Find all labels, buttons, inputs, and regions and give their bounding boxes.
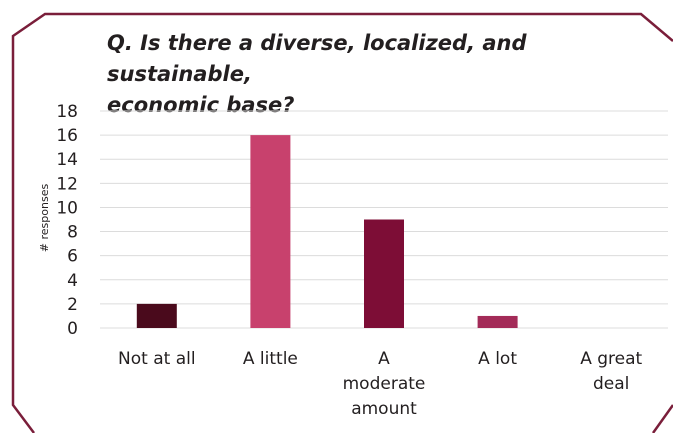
bar xyxy=(136,303,177,328)
x-category-label-line: amount xyxy=(351,399,417,419)
y-tick-label: 14 xyxy=(56,150,78,170)
y-tick-label: 12 xyxy=(56,174,78,194)
x-category-label: A great deal xyxy=(580,349,642,394)
x-category-label-line: deal xyxy=(593,374,629,394)
x-category-label-line: A lot xyxy=(478,349,517,369)
x-category-label-line: A xyxy=(378,349,390,369)
x-category-label-line: A little xyxy=(243,349,298,369)
chart-title-line-2: economic base? xyxy=(107,93,295,117)
bar xyxy=(364,219,404,328)
bars xyxy=(136,135,518,328)
bar xyxy=(477,315,518,328)
bar xyxy=(250,135,291,328)
x-category-label-line: moderate xyxy=(343,374,426,394)
y-tick-label: 10 xyxy=(56,198,78,218)
frame-border xyxy=(11,12,673,433)
chart-title: Q. Is there a diverse, localized, and su… xyxy=(107,28,627,121)
y-axis-label: # responses xyxy=(38,184,51,253)
y-axis-ticks: 0 2 4 6 8 10 12 14 16 18 xyxy=(56,102,78,339)
y-tick-label: 2 xyxy=(67,295,78,315)
y-tick-label: 6 xyxy=(67,247,78,267)
chart-title-line-1: Q. Is there a diverse, localized, and su… xyxy=(107,31,527,86)
x-category-label-line: A great xyxy=(580,349,642,369)
x-category-label: A little xyxy=(243,349,298,369)
x-category-label: Not at all xyxy=(118,349,196,369)
frame-border-right xyxy=(651,404,673,433)
y-tick-label: 8 xyxy=(67,223,78,243)
y-tick-label: 4 xyxy=(67,271,78,291)
x-category-label: A lot xyxy=(478,349,517,369)
y-tick-label: 16 xyxy=(56,126,78,146)
y-tick-label: 0 xyxy=(67,319,78,339)
y-tick-label: 18 xyxy=(56,102,78,122)
x-category-label-line: Not at all xyxy=(118,349,196,369)
